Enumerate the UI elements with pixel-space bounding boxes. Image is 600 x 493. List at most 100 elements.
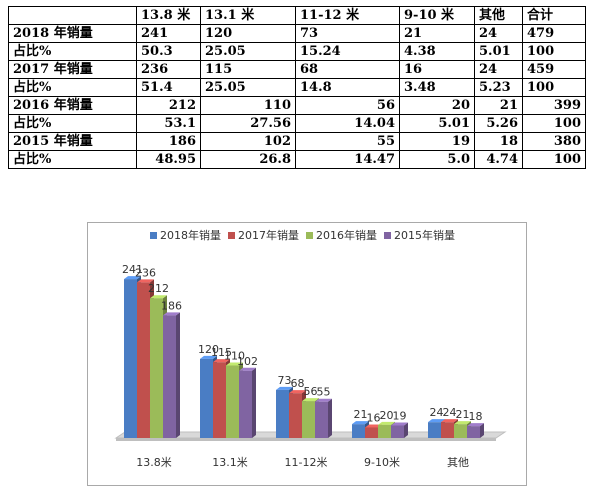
data-label: 24 (443, 406, 457, 419)
table-cell: 14.04 (295, 114, 400, 133)
bar-top (391, 422, 408, 426)
table-row-label: 2017 年销量 (8, 60, 137, 79)
legend-label: 2018年销量 (160, 228, 221, 242)
bar-front (352, 424, 365, 438)
table-cell: 100 (522, 78, 586, 97)
legend-swatch (228, 232, 235, 239)
bar-front (302, 401, 315, 438)
bar-side (480, 423, 484, 438)
legend-swatch (306, 232, 313, 239)
table-cell: 5.01 (474, 42, 523, 61)
table-cell: 56 (295, 96, 400, 115)
table-row: 2018 年销量 241 120 73 21 24 479 (8, 24, 586, 43)
table-cell: 241 (136, 24, 201, 43)
bar-front (150, 298, 163, 438)
table-cell: 459 (522, 60, 586, 79)
table-cell: 14.8 (295, 78, 400, 97)
data-label: 21 (354, 408, 368, 421)
table-header-cell (8, 6, 137, 25)
category-label: 13.1米 (212, 456, 248, 469)
table-row-label: 占比% (8, 150, 137, 169)
legend-swatch (150, 232, 157, 239)
bar-front (239, 370, 252, 438)
table-cell: 14.47 (295, 150, 400, 169)
table-header-cell: 13.1 米 (200, 6, 296, 25)
table-cell: 26.8 (200, 150, 296, 169)
data-label: 68 (291, 377, 305, 390)
table-cell: 100 (522, 42, 586, 61)
table-cell: 20 (399, 96, 475, 115)
data-label: 120 (198, 343, 219, 356)
bar-chart: 2018年销量 2017年销量 2016年销量 2015年销量241236212186… (114, 228, 507, 469)
bar-side (404, 422, 408, 438)
sales-table: 13.8 米 13.1 米 11-12 米 9-10 米其他 合计 2018 年销量 241… (8, 6, 586, 169)
bar-top (302, 398, 319, 402)
table-cell: 5.0 (399, 150, 475, 169)
table-cell: 15.24 (295, 42, 400, 61)
table-cell: 102 (200, 132, 296, 151)
data-label: 21 (456, 408, 470, 421)
table-cell: 186 (136, 132, 201, 151)
table-header-cell: 其他 (474, 6, 523, 25)
table-cell: 5.26 (474, 114, 523, 133)
bar-top (213, 359, 230, 363)
bar-top (276, 386, 293, 390)
category-label: 13.8米 (136, 456, 172, 469)
table-row: 占比% 51.4 25.05 14.8 3.48 5.23 100 (8, 78, 586, 97)
table-header-cell: 11-12 米 (295, 6, 400, 25)
legend-label: 2017年销量 (238, 228, 299, 242)
bar-front (137, 282, 150, 438)
bar-top (315, 398, 332, 402)
data-label: 241 (122, 263, 143, 276)
bar (315, 398, 332, 438)
bar (467, 423, 484, 438)
table-row-label: 占比% (8, 78, 137, 97)
bar-top (150, 295, 167, 299)
table-cell: 25.05 (200, 42, 296, 61)
bar-top (428, 419, 445, 423)
table-row: 占比% 48.95 26.8 14.47 5.0 4.74 100 (8, 150, 586, 169)
data-label: 212 (148, 282, 169, 295)
bar-top (226, 362, 243, 366)
table-cell: 51.4 (136, 78, 201, 97)
data-label: 73 (278, 374, 292, 387)
table-row: 占比% 53.1 27.56 14.04 5.01 5.26 100 (8, 114, 586, 133)
data-label: 236 (135, 266, 156, 279)
bar-side (328, 398, 332, 438)
bar-front (454, 424, 467, 438)
table-row-label: 2015 年销量 (8, 132, 137, 151)
data-label: 186 (161, 299, 182, 312)
data-label: 110 (224, 349, 245, 362)
table-cell: 5.23 (474, 78, 523, 97)
bar-front (428, 422, 441, 438)
bar-front (365, 427, 378, 438)
table-cell: 21 (399, 24, 475, 43)
bar-top (441, 419, 458, 423)
table-cell: 48.95 (136, 150, 201, 169)
table-row: 2017 年销量 236 115 68 16 24 459 (8, 60, 586, 79)
bar-front (200, 358, 213, 438)
table-row: 2015 年销量 186 102 55 19 18 380 (8, 132, 586, 151)
bar-top (137, 279, 154, 283)
bar-top (365, 424, 382, 428)
table-cell: 3.48 (399, 78, 475, 97)
bar (391, 422, 408, 438)
legend-label: 2015年销量 (394, 228, 455, 242)
table-cell: 73 (295, 24, 400, 43)
table-cell: 50.3 (136, 42, 201, 61)
data-label: 19 (393, 409, 407, 422)
table-cell: 380 (522, 132, 586, 151)
table-cell: 4.38 (399, 42, 475, 61)
bar-top (289, 390, 306, 394)
table-cell: 55 (295, 132, 400, 151)
table-row-label: 2016 年销量 (8, 96, 137, 115)
table-cell: 21 (474, 96, 523, 115)
table-cell: 399 (522, 96, 586, 115)
bar-side (252, 367, 256, 438)
legend-swatch (384, 232, 391, 239)
table-cell: 212 (136, 96, 201, 115)
bar-front (441, 422, 454, 438)
bar-front (378, 424, 391, 438)
bar-side (176, 312, 180, 438)
category-label: 9-10米 (364, 456, 400, 469)
